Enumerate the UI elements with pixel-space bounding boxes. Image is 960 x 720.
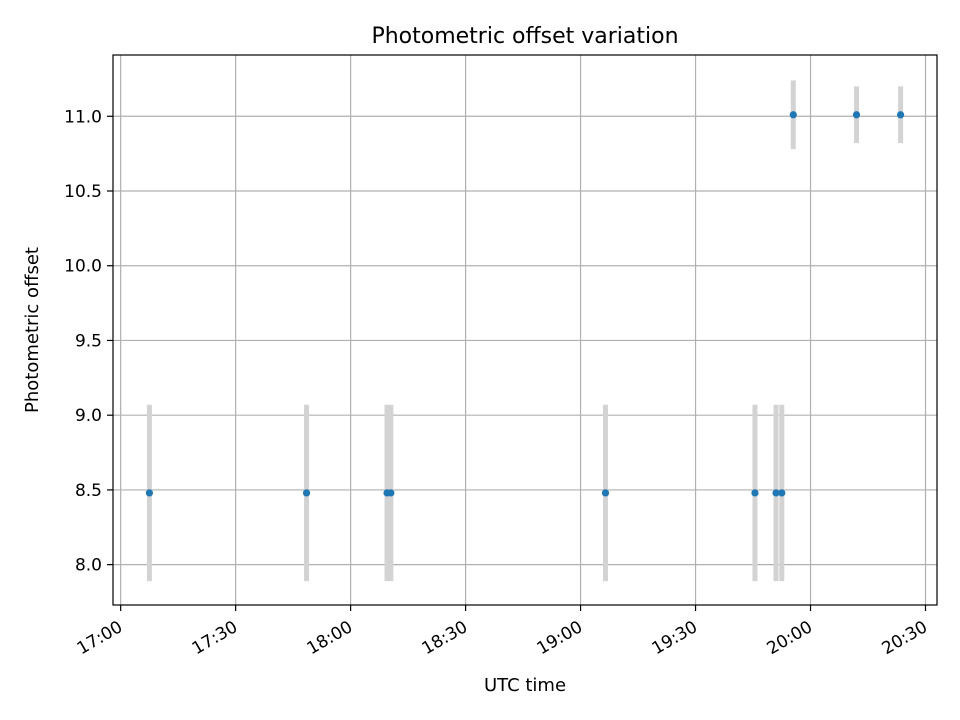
plot-frame bbox=[112, 54, 938, 606]
data-point bbox=[145, 489, 154, 497]
chart-title: Photometric offset variation bbox=[371, 24, 678, 49]
data-point bbox=[896, 111, 905, 119]
y-tick-label: 10.0 bbox=[64, 257, 102, 277]
data-points bbox=[145, 111, 905, 497]
data-point bbox=[387, 489, 395, 497]
data-point bbox=[601, 489, 610, 497]
y-tick-label: 9.5 bbox=[75, 331, 102, 351]
y-tick-label: 9.0 bbox=[75, 406, 102, 426]
y-tick-label: 8.5 bbox=[75, 481, 102, 501]
x-axis-label: UTC time bbox=[484, 675, 566, 696]
y-tick-label: 10.5 bbox=[64, 182, 102, 202]
y-ticks: 8.0 8.5 9.0 9.5 10.0 10.5 11.0 bbox=[64, 107, 113, 576]
data-point bbox=[302, 489, 311, 497]
y-tick-label: 11.0 bbox=[64, 107, 102, 127]
data-point bbox=[789, 111, 797, 119]
data-point bbox=[772, 489, 780, 497]
data-point bbox=[852, 111, 861, 119]
y-axis-label: Photometric offset bbox=[22, 247, 43, 413]
grid bbox=[113, 55, 937, 605]
y-tick-label: 8.0 bbox=[75, 556, 102, 576]
data-point bbox=[778, 489, 786, 497]
data-point bbox=[751, 489, 759, 497]
